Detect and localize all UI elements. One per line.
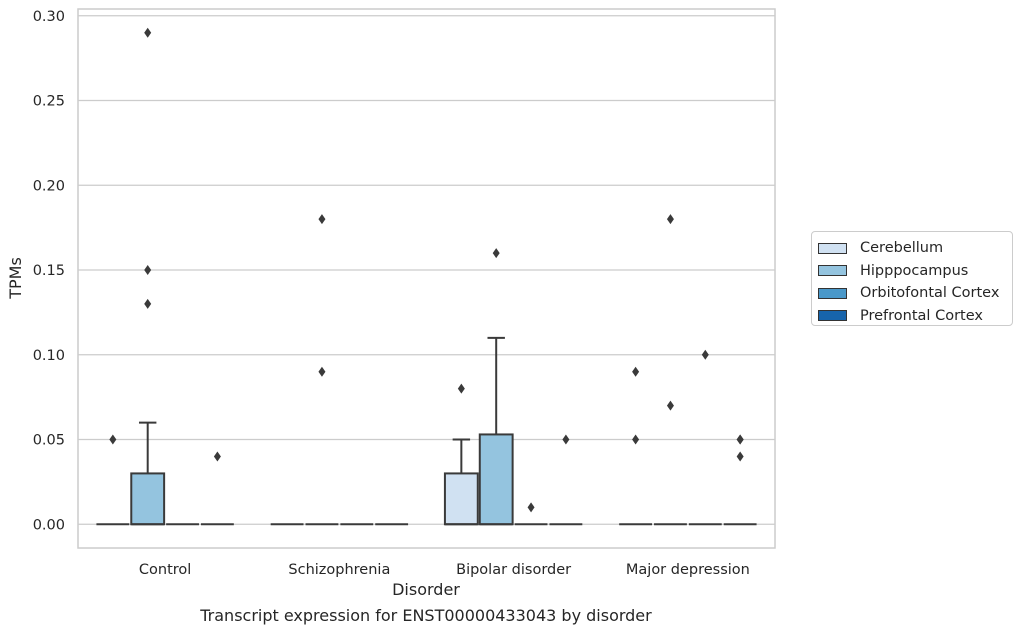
box-iqr: [443, 472, 479, 526]
y-axis-label: TPMs: [6, 257, 25, 300]
y-tick-label: 0.25: [33, 94, 65, 110]
outlier-point: [457, 383, 465, 394]
legend-label: Orbitofontal Cortex: [860, 285, 1000, 302]
x-tick-label: Bipolar disorder: [456, 562, 571, 578]
box-prefrontal-cortex: [200, 451, 234, 526]
legend-label: Hipppocampus: [860, 262, 969, 279]
box-orbitofontal-cortex: [514, 502, 548, 526]
outlier-point: [144, 27, 152, 38]
box-cerebellum: [96, 434, 130, 526]
outlier-point: [632, 366, 640, 377]
y-tick-label: 0.10: [33, 348, 65, 364]
outlier-point: [666, 214, 674, 225]
box-prefrontal-cortex: [549, 434, 583, 526]
box-hipppocampus: [654, 214, 687, 526]
gridlines: [78, 15, 775, 525]
outlier-point: [736, 434, 744, 445]
outlier-point: [736, 451, 744, 462]
y-tick-label: 0.15: [33, 263, 65, 279]
outlier-point: [213, 451, 221, 462]
box-hipppocampus: [130, 27, 166, 526]
outlier-point: [666, 400, 674, 411]
box-hipppocampus: [478, 248, 514, 526]
x-tick-labels: Control Schizophrenia Bipolar disorder Majo…: [139, 562, 750, 578]
x-tick-label: Major depression: [626, 562, 750, 578]
legend-swatch: [818, 287, 847, 299]
legend-label: Prefrontal Cortex: [860, 307, 983, 324]
x-tick-label: Control: [139, 562, 191, 578]
legend-item-hippocampus: Hipppocampus: [818, 260, 1012, 283]
y-tick-label: 0.20: [33, 178, 65, 194]
outlier-point: [144, 265, 152, 276]
outlier-point: [318, 366, 326, 377]
box-orbitofontal-cortex: [688, 349, 722, 526]
boxes: [96, 27, 757, 526]
outlier-point: [144, 298, 152, 309]
outlier-point: [492, 248, 500, 259]
box-cerebellum: [443, 383, 479, 526]
y-tick-labels: 0.00 0.05 0.10 0.15 0.20 0.25 0.30: [33, 9, 65, 533]
legend-swatch: [818, 310, 847, 322]
legend-swatch: [818, 265, 847, 277]
outlier-point: [562, 434, 570, 445]
outlier-point: [109, 434, 117, 445]
legend: Cerebellum Hipppocampus Orbitofontal Cor…: [811, 231, 1013, 326]
outlier-point: [632, 434, 640, 445]
chart-caption: Transcript expression for ENST0000043304…: [200, 606, 652, 625]
y-tick-label: 0.05: [33, 433, 65, 449]
y-tick-label: 0.30: [33, 9, 65, 25]
legend-item-cerebellum: Cerebellum: [818, 237, 1012, 260]
y-tick-label: 0.00: [33, 517, 65, 533]
legend-label: Cerebellum: [860, 240, 944, 257]
legend-item-prefrontal-cortex: Prefrontal Cortex: [818, 305, 1012, 328]
outlier-point: [701, 349, 709, 360]
box-prefrontal-cortex: [723, 434, 757, 526]
x-tick-label: Schizophrenia: [288, 562, 390, 578]
box-cerebellum: [619, 366, 653, 526]
outlier-point: [318, 214, 326, 225]
box-iqr: [478, 433, 514, 526]
outlier-point: [527, 502, 535, 513]
legend-item-orbitofrontal-cortex: Orbitofontal Cortex: [818, 282, 1012, 305]
legend-swatch: [818, 242, 847, 254]
box-hipppocampus: [305, 214, 339, 526]
plot-area-frame: [77, 8, 776, 549]
box-iqr: [130, 472, 166, 526]
x-axis-label: Disorder: [392, 580, 460, 599]
